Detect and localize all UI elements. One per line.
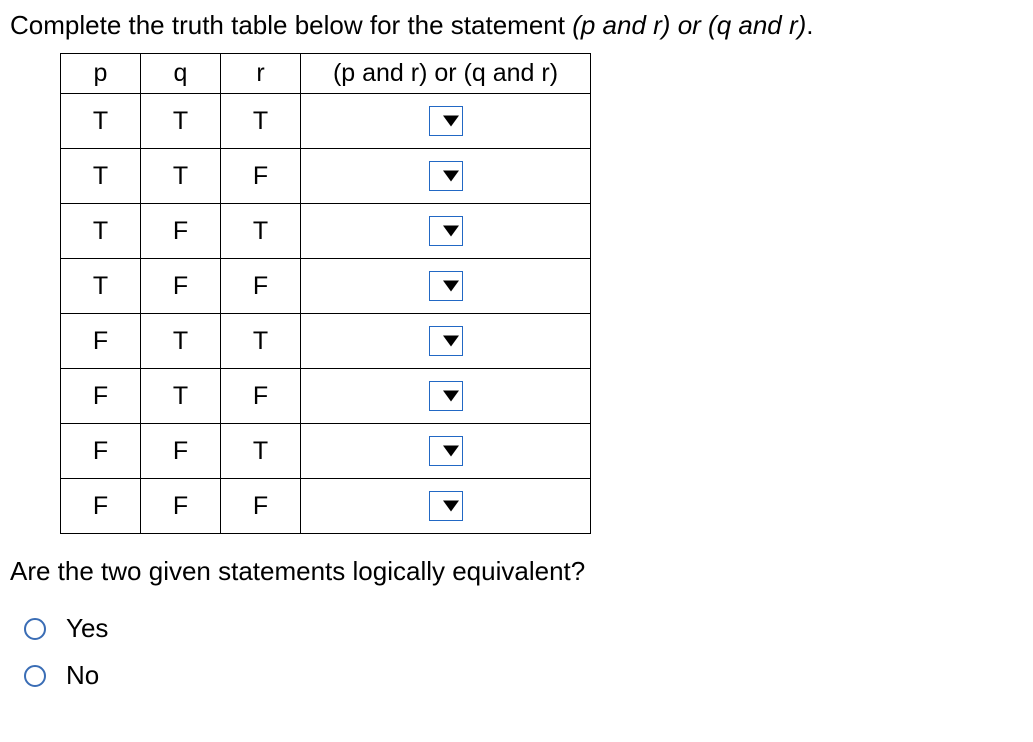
instruction-prefix: Complete the truth table below for the s… [10,10,572,40]
chevron-down-icon [443,171,459,182]
cell-result [301,479,591,534]
instruction-text: Complete the truth table below for the s… [10,10,1023,41]
chevron-down-icon [443,501,459,512]
result-dropdown[interactable] [429,271,463,301]
cell-r: T [221,94,301,149]
table-row: T T T [61,94,591,149]
chevron-down-icon [443,336,459,347]
cell-q: F [141,204,221,259]
cell-q: F [141,479,221,534]
cell-r: F [221,259,301,314]
header-q: q [141,54,221,94]
radio-yes[interactable] [24,618,46,640]
cell-r: F [221,369,301,424]
table-header-row: p q r (p and r) or (q and r) [61,54,591,94]
table-row: T F F [61,259,591,314]
option-yes-row: Yes [24,613,1023,644]
cell-q: T [141,149,221,204]
truth-table-container: p q r (p and r) or (q and r) T T T T T [60,53,1023,534]
instruction-suffix: . [806,10,813,40]
cell-result [301,424,591,479]
result-dropdown[interactable] [429,161,463,191]
cell-r: F [221,479,301,534]
cell-r: T [221,314,301,369]
cell-p: F [61,369,141,424]
table-row: F F T [61,424,591,479]
question-text: Are the two given statements logically e… [10,556,1023,587]
cell-p: T [61,204,141,259]
cell-result [301,369,591,424]
chevron-down-icon [443,116,459,127]
result-dropdown[interactable] [429,216,463,246]
answer-options: Yes No [24,613,1023,691]
cell-result [301,94,591,149]
result-dropdown[interactable] [429,106,463,136]
result-dropdown[interactable] [429,436,463,466]
result-dropdown[interactable] [429,491,463,521]
result-dropdown[interactable] [429,381,463,411]
truth-table: p q r (p and r) or (q and r) T T T T T [60,53,591,534]
header-result: (p and r) or (q and r) [301,54,591,94]
radio-no[interactable] [24,665,46,687]
cell-result [301,259,591,314]
cell-p: T [61,149,141,204]
chevron-down-icon [443,446,459,457]
cell-q: T [141,369,221,424]
cell-p: F [61,314,141,369]
option-yes-label: Yes [66,613,108,644]
header-r: r [221,54,301,94]
cell-result [301,314,591,369]
cell-p: T [61,94,141,149]
cell-result [301,149,591,204]
cell-q: F [141,424,221,479]
table-row: F F F [61,479,591,534]
cell-q: F [141,259,221,314]
table-row: T F T [61,204,591,259]
table-row: F T T [61,314,591,369]
result-dropdown[interactable] [429,326,463,356]
cell-r: T [221,204,301,259]
chevron-down-icon [443,391,459,402]
chevron-down-icon [443,281,459,292]
cell-result [301,204,591,259]
option-no-row: No [24,660,1023,691]
cell-r: T [221,424,301,479]
cell-p: F [61,424,141,479]
cell-q: T [141,94,221,149]
cell-r: F [221,149,301,204]
cell-p: T [61,259,141,314]
option-no-label: No [66,660,99,691]
table-row: F T F [61,369,591,424]
chevron-down-icon [443,226,459,237]
table-row: T T F [61,149,591,204]
cell-p: F [61,479,141,534]
cell-q: T [141,314,221,369]
instruction-expression: (p and r) or (q and r) [572,10,806,40]
header-p: p [61,54,141,94]
